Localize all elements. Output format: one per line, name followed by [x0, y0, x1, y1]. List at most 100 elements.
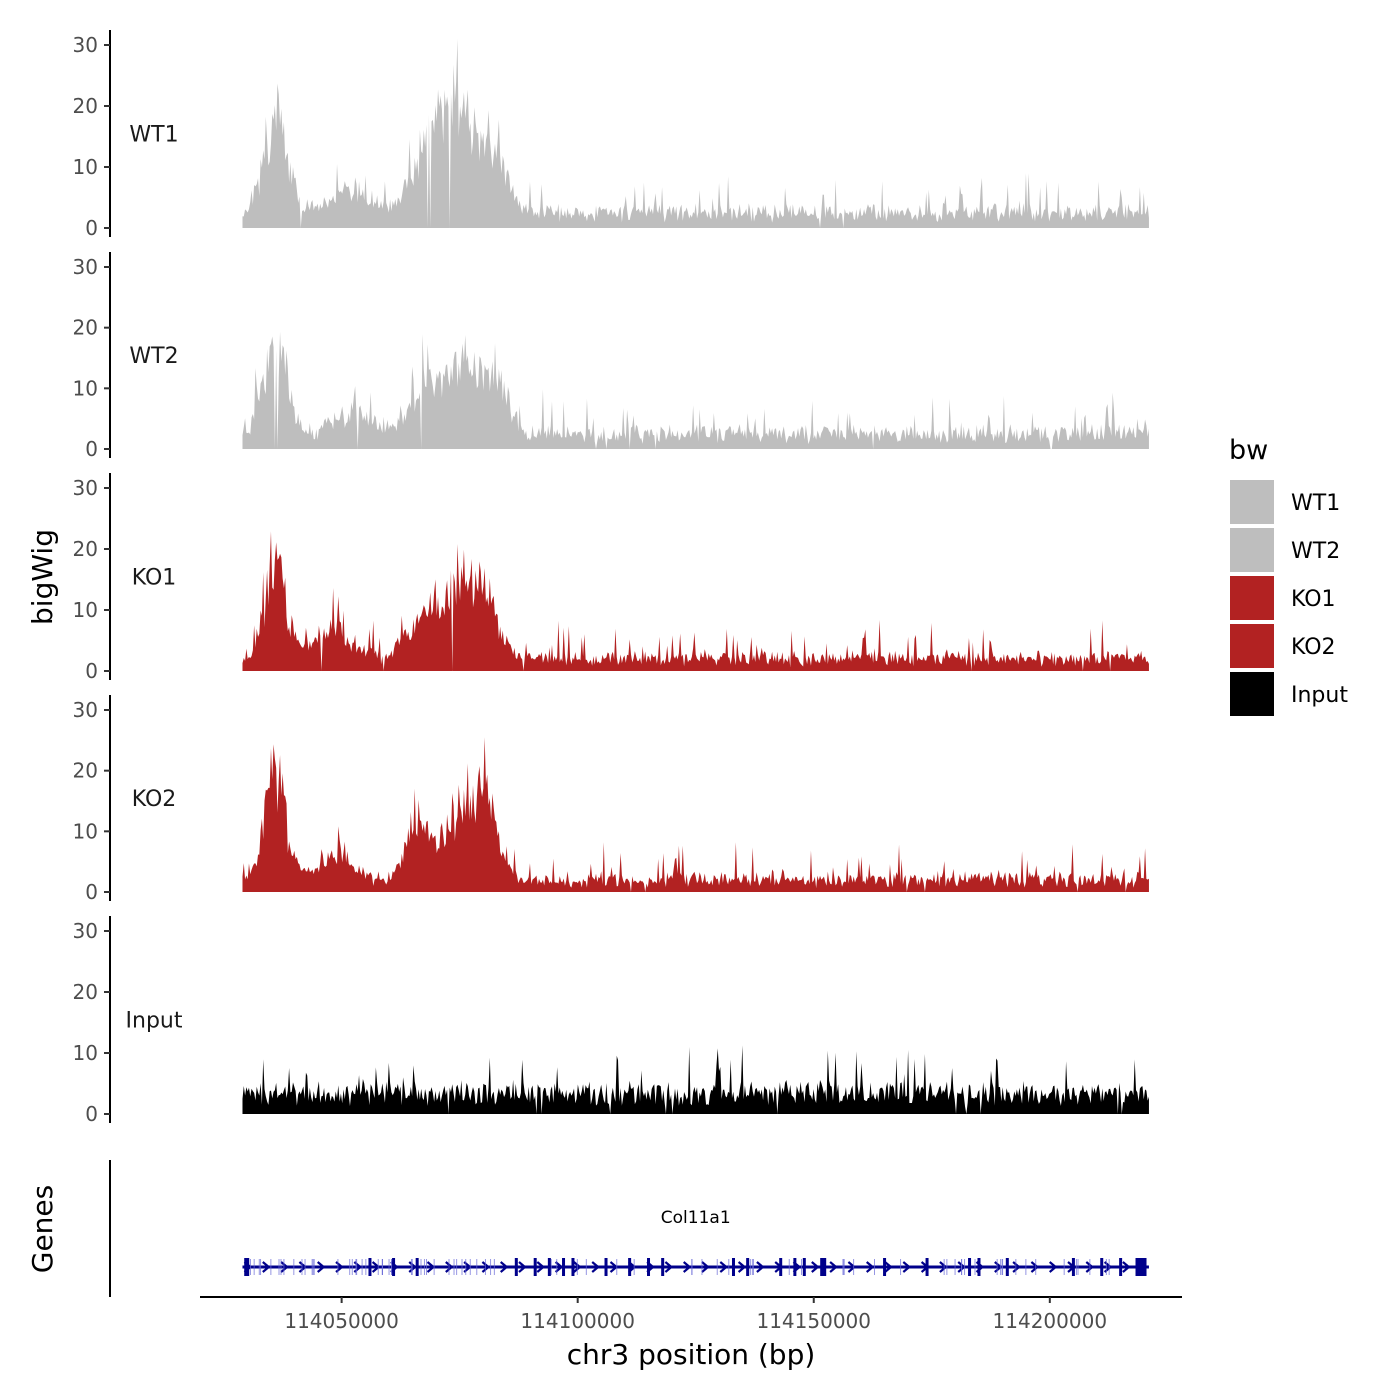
x-tick-label: 114100000	[520, 1309, 635, 1333]
exon-block	[533, 1258, 537, 1276]
gene-name-label: Col11a1	[661, 1208, 731, 1228]
strand-arrow	[1048, 1261, 1058, 1273]
exon-block	[571, 1258, 575, 1276]
legend-label-Input: Input	[1291, 683, 1348, 708]
y-tick-label: 0	[85, 659, 98, 683]
exon-block	[604, 1258, 608, 1276]
strand-arrow	[1030, 1261, 1040, 1273]
genes-track-title: Genes	[26, 1185, 59, 1273]
legend-swatch-KO2	[1230, 624, 1274, 668]
strand-arrow	[573, 1261, 582, 1273]
strand-arrow	[829, 1261, 838, 1273]
legend-swatch-KO1	[1230, 576, 1274, 620]
y-tick-label: 30	[73, 33, 98, 57]
y-tick-label: 10	[73, 1041, 98, 1065]
exon-block	[802, 1258, 806, 1276]
exon-block	[628, 1258, 632, 1276]
y-tick-label: 0	[85, 437, 98, 461]
legend-label-KO1: KO1	[1291, 587, 1336, 612]
strand-arrow	[884, 1261, 893, 1273]
strand-arrow	[811, 1261, 820, 1273]
y-tick-label: 20	[73, 316, 98, 340]
strand-arrow	[536, 1261, 546, 1273]
strand-arrow	[1085, 1261, 1095, 1273]
y-tick-label: 30	[73, 476, 98, 500]
strand-arrow	[719, 1261, 729, 1273]
track-label-KO2: KO2	[132, 787, 177, 812]
exon-block	[883, 1258, 887, 1276]
exon-block	[368, 1258, 372, 1276]
exon-block	[1100, 1258, 1104, 1276]
strand-arrow	[445, 1261, 454, 1273]
coverage-area-KO2	[242, 737, 1149, 892]
coverage-area-WT1	[242, 38, 1149, 229]
strand-arrow	[756, 1261, 765, 1273]
legend-label-WT2: WT2	[1291, 539, 1340, 564]
strand-arrow	[737, 1261, 747, 1273]
track-label-KO1: KO1	[132, 566, 177, 591]
strand-arrow	[481, 1261, 491, 1273]
y-tick-label: 10	[73, 155, 98, 179]
exon-block	[1071, 1258, 1075, 1276]
strand-arrow	[518, 1261, 527, 1273]
exon-block	[746, 1258, 750, 1276]
legend-title: bw	[1229, 435, 1268, 466]
legend-swatch-Input	[1230, 672, 1274, 716]
strand-arrow	[280, 1261, 289, 1273]
legend-label-WT1: WT1	[1291, 491, 1340, 516]
y-tick-label: 10	[73, 598, 98, 622]
y-tick-label: 20	[73, 537, 98, 561]
strand-arrow	[554, 1261, 564, 1273]
strand-arrow	[316, 1261, 326, 1273]
exon-block	[968, 1258, 972, 1276]
legend-swatch-WT1	[1230, 480, 1274, 524]
x-tick-label: 114150000	[756, 1309, 871, 1333]
y-tick-label: 20	[73, 759, 98, 783]
coverage-area-WT2	[242, 331, 1149, 449]
exon-block	[925, 1258, 929, 1276]
exon-block	[392, 1258, 396, 1276]
exon-block	[647, 1258, 651, 1276]
y-tick-label: 30	[73, 698, 98, 722]
strand-arrow	[591, 1261, 600, 1273]
strand-arrow	[499, 1261, 509, 1273]
exon-block	[514, 1258, 518, 1276]
strand-arrow	[1012, 1261, 1021, 1273]
track-label-Input: Input	[126, 1009, 183, 1034]
strand-arrow	[426, 1261, 436, 1273]
exon-block	[793, 1258, 797, 1276]
exon-block	[547, 1258, 551, 1276]
exon-block	[977, 1258, 981, 1276]
y-tick-label: 20	[73, 94, 98, 118]
strand-arrow	[865, 1261, 875, 1273]
strand-arrow	[1122, 1261, 1131, 1273]
x-tick-label: 114200000	[993, 1309, 1108, 1333]
legend-label-KO2: KO2	[1291, 635, 1336, 660]
y-tick-label: 10	[73, 819, 98, 843]
strand-arrow	[902, 1261, 912, 1273]
y-tick-label: 10	[73, 376, 98, 400]
exon-block-first	[244, 1258, 250, 1276]
legend-swatch-WT2	[1230, 528, 1274, 572]
strand-arrow	[262, 1261, 271, 1273]
strand-arrow	[847, 1261, 857, 1273]
strand-arrow	[939, 1261, 948, 1273]
exon-block	[1005, 1258, 1009, 1276]
y-tick-label: 30	[73, 919, 98, 943]
y-tick-label: 0	[85, 880, 98, 904]
y-tick-label: 30	[73, 255, 98, 279]
exon-block	[562, 1258, 566, 1276]
coverage-area-KO1	[242, 531, 1149, 671]
x-tick-label: 114050000	[284, 1309, 399, 1333]
y-tick-label: 20	[73, 980, 98, 1004]
exon-block	[661, 1258, 665, 1276]
coverage-area-Input	[242, 1045, 1149, 1114]
strand-arrow	[682, 1261, 692, 1273]
exon-block	[415, 1258, 419, 1276]
y-tick-label: 0	[85, 216, 98, 240]
exon-block-mid	[820, 1258, 827, 1276]
strand-arrow	[664, 1261, 674, 1273]
exon-block	[731, 1258, 735, 1276]
exon-block	[779, 1258, 783, 1276]
